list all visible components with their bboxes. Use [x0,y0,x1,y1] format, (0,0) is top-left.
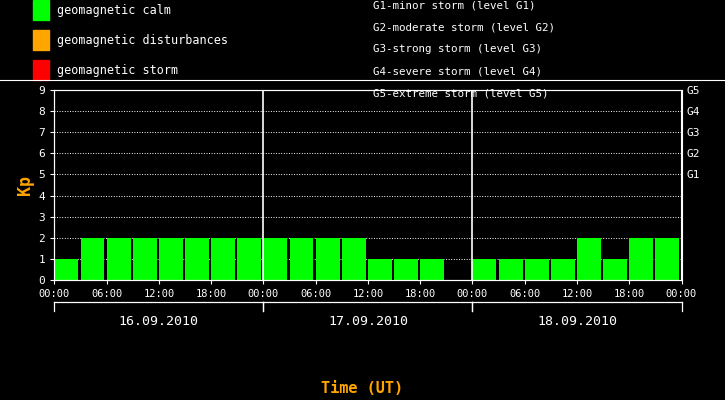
Text: G1-minor storm (level G1): G1-minor storm (level G1) [373,0,536,10]
Bar [368,259,392,280]
Text: geomagnetic disturbances: geomagnetic disturbances [57,34,228,46]
Text: 16.09.2010: 16.09.2010 [119,315,199,328]
Bar [263,238,287,280]
Text: 17.09.2010: 17.09.2010 [328,315,408,328]
Bar [315,238,339,280]
Bar [107,238,130,280]
Y-axis label: Kp: Kp [17,175,34,195]
Bar [603,259,627,280]
Bar [133,238,157,280]
Bar [577,238,601,280]
Text: geomagnetic calm: geomagnetic calm [57,4,171,16]
Bar [237,238,261,280]
Bar [499,259,523,280]
Bar [394,259,418,280]
Bar [211,238,235,280]
Bar [159,238,183,280]
Bar [655,238,679,280]
Text: G5-extreme storm (level G5): G5-extreme storm (level G5) [373,88,549,98]
Text: geomagnetic storm: geomagnetic storm [57,64,178,76]
Bar [629,238,653,280]
Bar [551,259,575,280]
Text: Time (UT): Time (UT) [321,381,404,396]
Bar [80,238,104,280]
Bar [54,259,78,280]
Text: G4-severe storm (level G4): G4-severe storm (level G4) [373,66,542,76]
Bar [185,238,209,280]
Bar [420,259,444,280]
Bar [473,259,497,280]
Text: G2-moderate storm (level G2): G2-moderate storm (level G2) [373,22,555,32]
Bar [341,238,365,280]
Text: G3-strong storm (level G3): G3-strong storm (level G3) [373,44,542,54]
Bar [289,238,313,280]
Bar [525,259,549,280]
Text: 18.09.2010: 18.09.2010 [537,315,617,328]
